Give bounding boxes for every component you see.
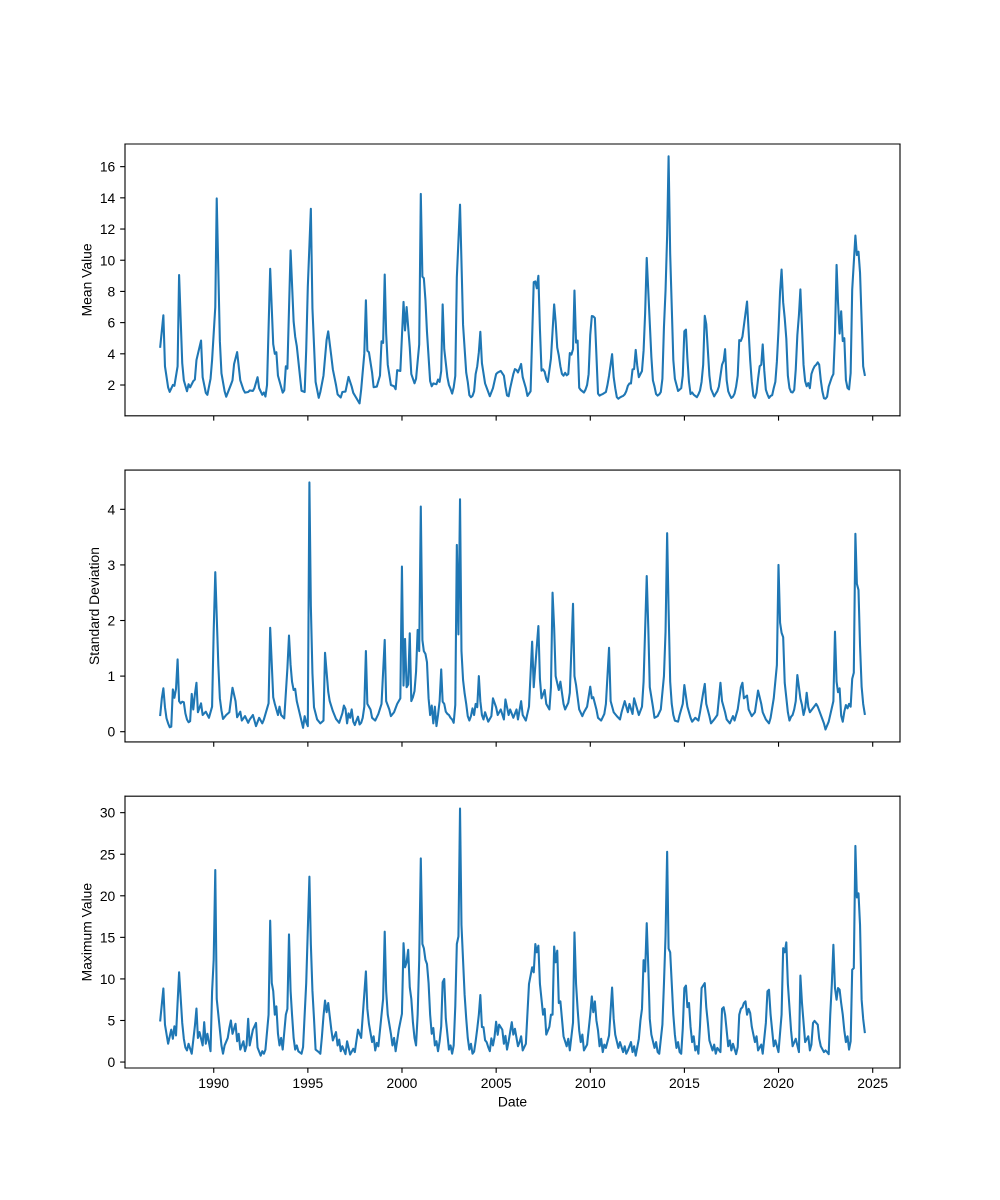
svg-text:6: 6 [108,315,116,331]
svg-text:2010: 2010 [575,1075,606,1091]
svg-text:10: 10 [100,252,116,268]
svg-text:4: 4 [108,501,116,517]
svg-text:2015: 2015 [669,1075,700,1091]
svg-text:30: 30 [100,805,116,821]
svg-text:20: 20 [100,888,116,904]
svg-text:2: 2 [108,377,116,393]
svg-text:2025: 2025 [857,1075,888,1091]
svg-text:3: 3 [108,557,116,573]
svg-text:16: 16 [100,159,116,175]
svg-text:12: 12 [100,221,116,237]
svg-text:5: 5 [108,1013,116,1029]
svg-text:14: 14 [100,190,116,206]
svg-text:4: 4 [108,346,116,362]
svg-text:Mean Value: Mean Value [78,243,94,316]
svg-text:15: 15 [100,929,116,945]
svg-text:1990: 1990 [198,1075,229,1091]
svg-text:Maximum Value: Maximum Value [78,883,94,982]
svg-text:2005: 2005 [481,1075,512,1091]
svg-text:1995: 1995 [292,1075,323,1091]
svg-text:Standard Deviation: Standard Deviation [86,547,102,665]
svg-text:2: 2 [108,613,116,629]
svg-text:25: 25 [100,846,116,862]
svg-text:0: 0 [108,1054,116,1070]
svg-text:0: 0 [108,724,116,740]
svg-text:1: 1 [108,668,116,684]
svg-text:10: 10 [100,971,116,987]
svg-text:2020: 2020 [763,1075,794,1091]
svg-text:Date: Date [498,1093,528,1109]
svg-text:2000: 2000 [387,1075,418,1091]
svg-text:8: 8 [108,283,116,299]
